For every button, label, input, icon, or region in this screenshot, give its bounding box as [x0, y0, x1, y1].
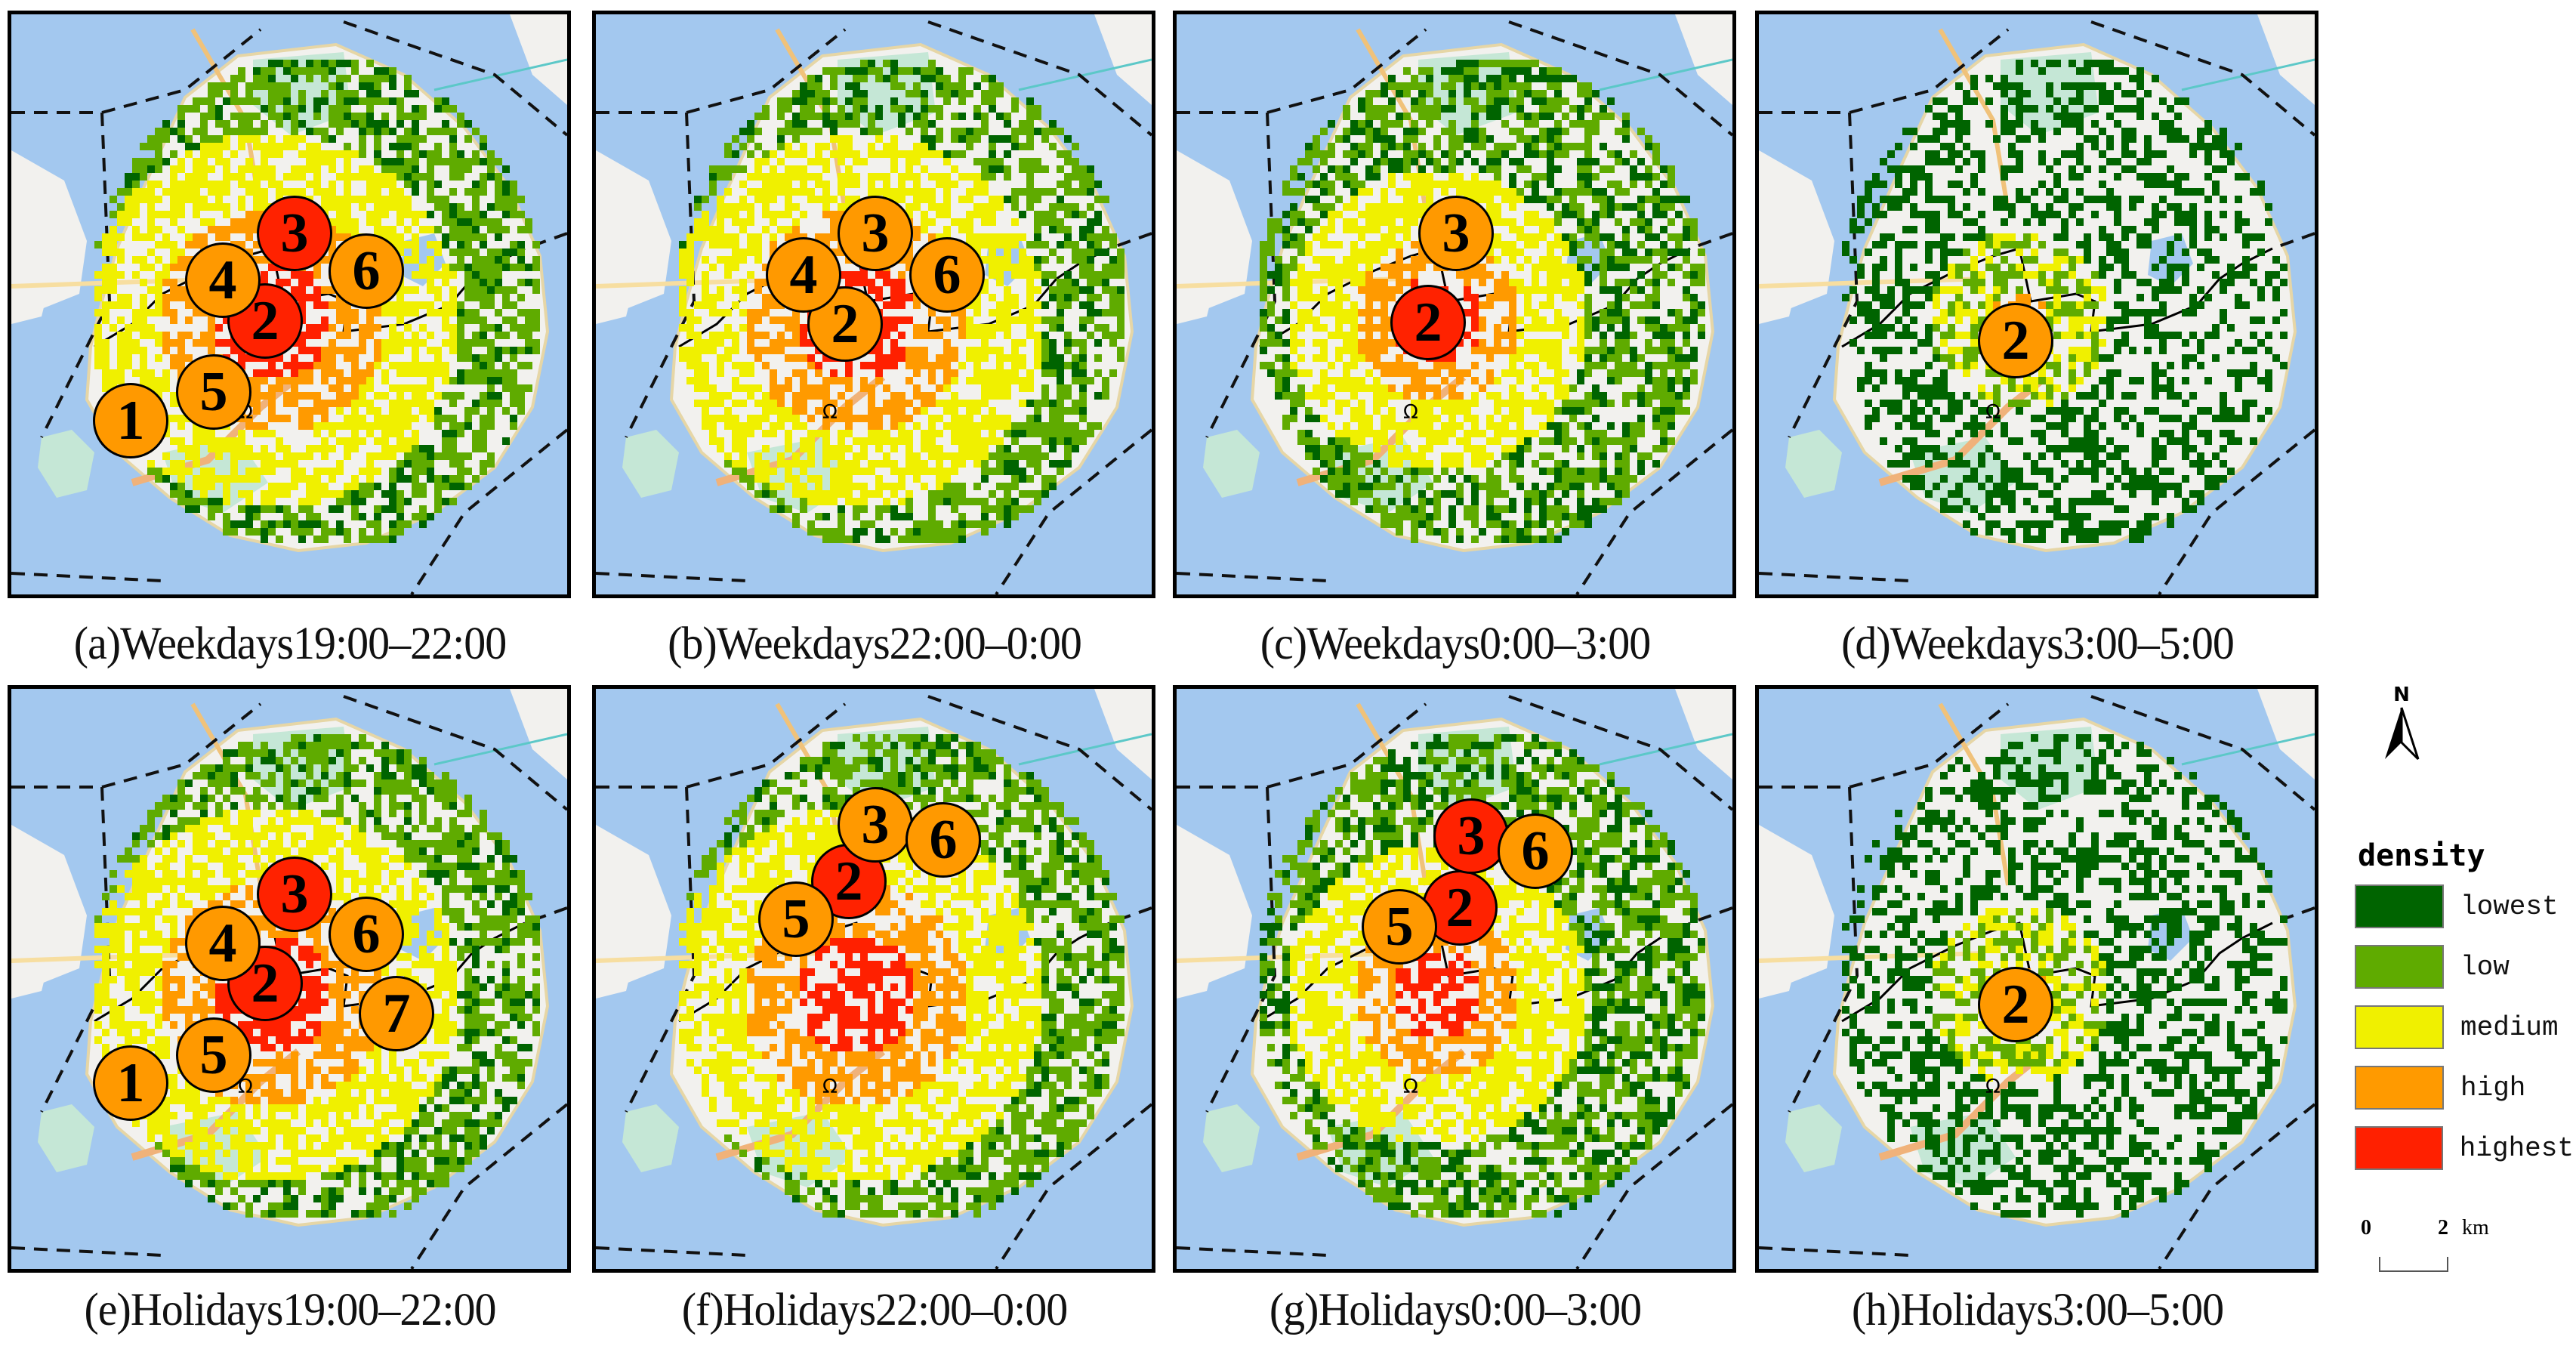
cluster-marker-4: 4 — [185, 906, 261, 981]
svg-text:Ω: Ω — [822, 401, 838, 424]
legend-item-highest: highest — [2355, 1125, 2574, 1171]
caption-g: (g)Holidays0:00–3:00 — [1269, 1283, 1642, 1335]
base-map: Ω — [11, 689, 567, 1269]
cluster-marker-3: 3 — [257, 196, 332, 271]
cluster-marker-6: 6 — [1498, 813, 1573, 889]
cluster-marker-1: 1 — [93, 383, 168, 458]
legend-item-lowest: lowest — [2355, 884, 2574, 929]
cluster-marker-5: 5 — [176, 1017, 251, 1093]
cluster-marker-4: 4 — [185, 242, 261, 318]
base-map: Ω — [1177, 14, 1732, 594]
north-arrow-icon — [2385, 707, 2420, 761]
cluster-marker-2: 2 — [1390, 285, 1466, 360]
base-map: Ω — [1177, 689, 1732, 1269]
legend-swatch-low — [2355, 945, 2444, 989]
base-map: Ω — [1759, 14, 2315, 594]
north-arrow: N — [2379, 684, 2424, 767]
legend-item-high: high — [2355, 1065, 2574, 1110]
legend-label-high: high — [2460, 1072, 2526, 1104]
scale-value: 2 — [2438, 1216, 2448, 1239]
legend-item-low: low — [2355, 944, 2574, 989]
caption-f: (f)Holidays22:00–0:00 — [681, 1283, 1069, 1335]
legend-label-highest: highest — [2459, 1132, 2574, 1164]
legend-swatch-high — [2355, 1066, 2444, 1110]
caption-e: (e)Holidays19:00–22:00 — [84, 1283, 496, 1335]
cluster-marker-6: 6 — [905, 802, 981, 878]
cluster-marker-3: 3 — [1433, 798, 1509, 874]
cluster-marker-3: 3 — [838, 196, 913, 271]
cluster-marker-5: 5 — [758, 881, 834, 957]
scale-unit: km — [2462, 1216, 2489, 1239]
cluster-marker-6: 6 — [909, 237, 985, 313]
caption-h: (h)Holidays3:00–5:00 — [1851, 1283, 2224, 1335]
cluster-marker-5: 5 — [176, 354, 251, 430]
legend-label-medium: medium — [2460, 1011, 2559, 1043]
north-label: N — [2393, 684, 2410, 706]
caption-c: (c)Weekdays0:00–3:00 — [1260, 617, 1652, 669]
cluster-marker-2: 2 — [1978, 967, 2053, 1042]
caption-d: (d)Weekdays3:00–5:00 — [1841, 617, 2235, 669]
scale-zero: 0 — [2361, 1216, 2371, 1239]
cluster-marker-6: 6 — [329, 233, 404, 309]
base-map: Ω — [596, 14, 1152, 594]
cluster-marker-2: 2 — [1978, 303, 2053, 378]
scale-bar-line — [2379, 1257, 2448, 1272]
cluster-marker-3: 3 — [1418, 196, 1494, 271]
cluster-marker-7: 7 — [359, 976, 434, 1051]
legend-item-medium: medium — [2355, 1005, 2574, 1050]
density-legend: density lowest low medium high highest — [2355, 838, 2574, 1186]
legend-title: density — [2358, 838, 2485, 873]
legend-label-low: low — [2460, 951, 2510, 983]
cluster-marker-6: 6 — [329, 897, 404, 972]
caption-a: (a)Weekdays19:00–22:00 — [73, 617, 507, 669]
caption-b: (b)Weekdays22:00–0:00 — [668, 617, 1082, 669]
cluster-marker-5: 5 — [1362, 889, 1437, 965]
cluster-marker-3: 3 — [257, 857, 332, 932]
legend-label-lowest: lowest — [2460, 891, 2559, 922]
cluster-marker-3: 3 — [838, 787, 913, 863]
cluster-marker-2: 2 — [227, 946, 303, 1021]
cluster-marker-4: 4 — [766, 237, 841, 313]
base-map: Ω — [1759, 689, 2315, 1269]
legend-swatch-lowest — [2355, 884, 2444, 928]
base-map: Ω — [596, 689, 1152, 1269]
cluster-marker-1: 1 — [93, 1045, 168, 1121]
scale-bar: 0 2 km — [2356, 1216, 2507, 1276]
legend-swatch-highest — [2355, 1126, 2443, 1170]
legend-swatch-medium — [2355, 1005, 2444, 1049]
